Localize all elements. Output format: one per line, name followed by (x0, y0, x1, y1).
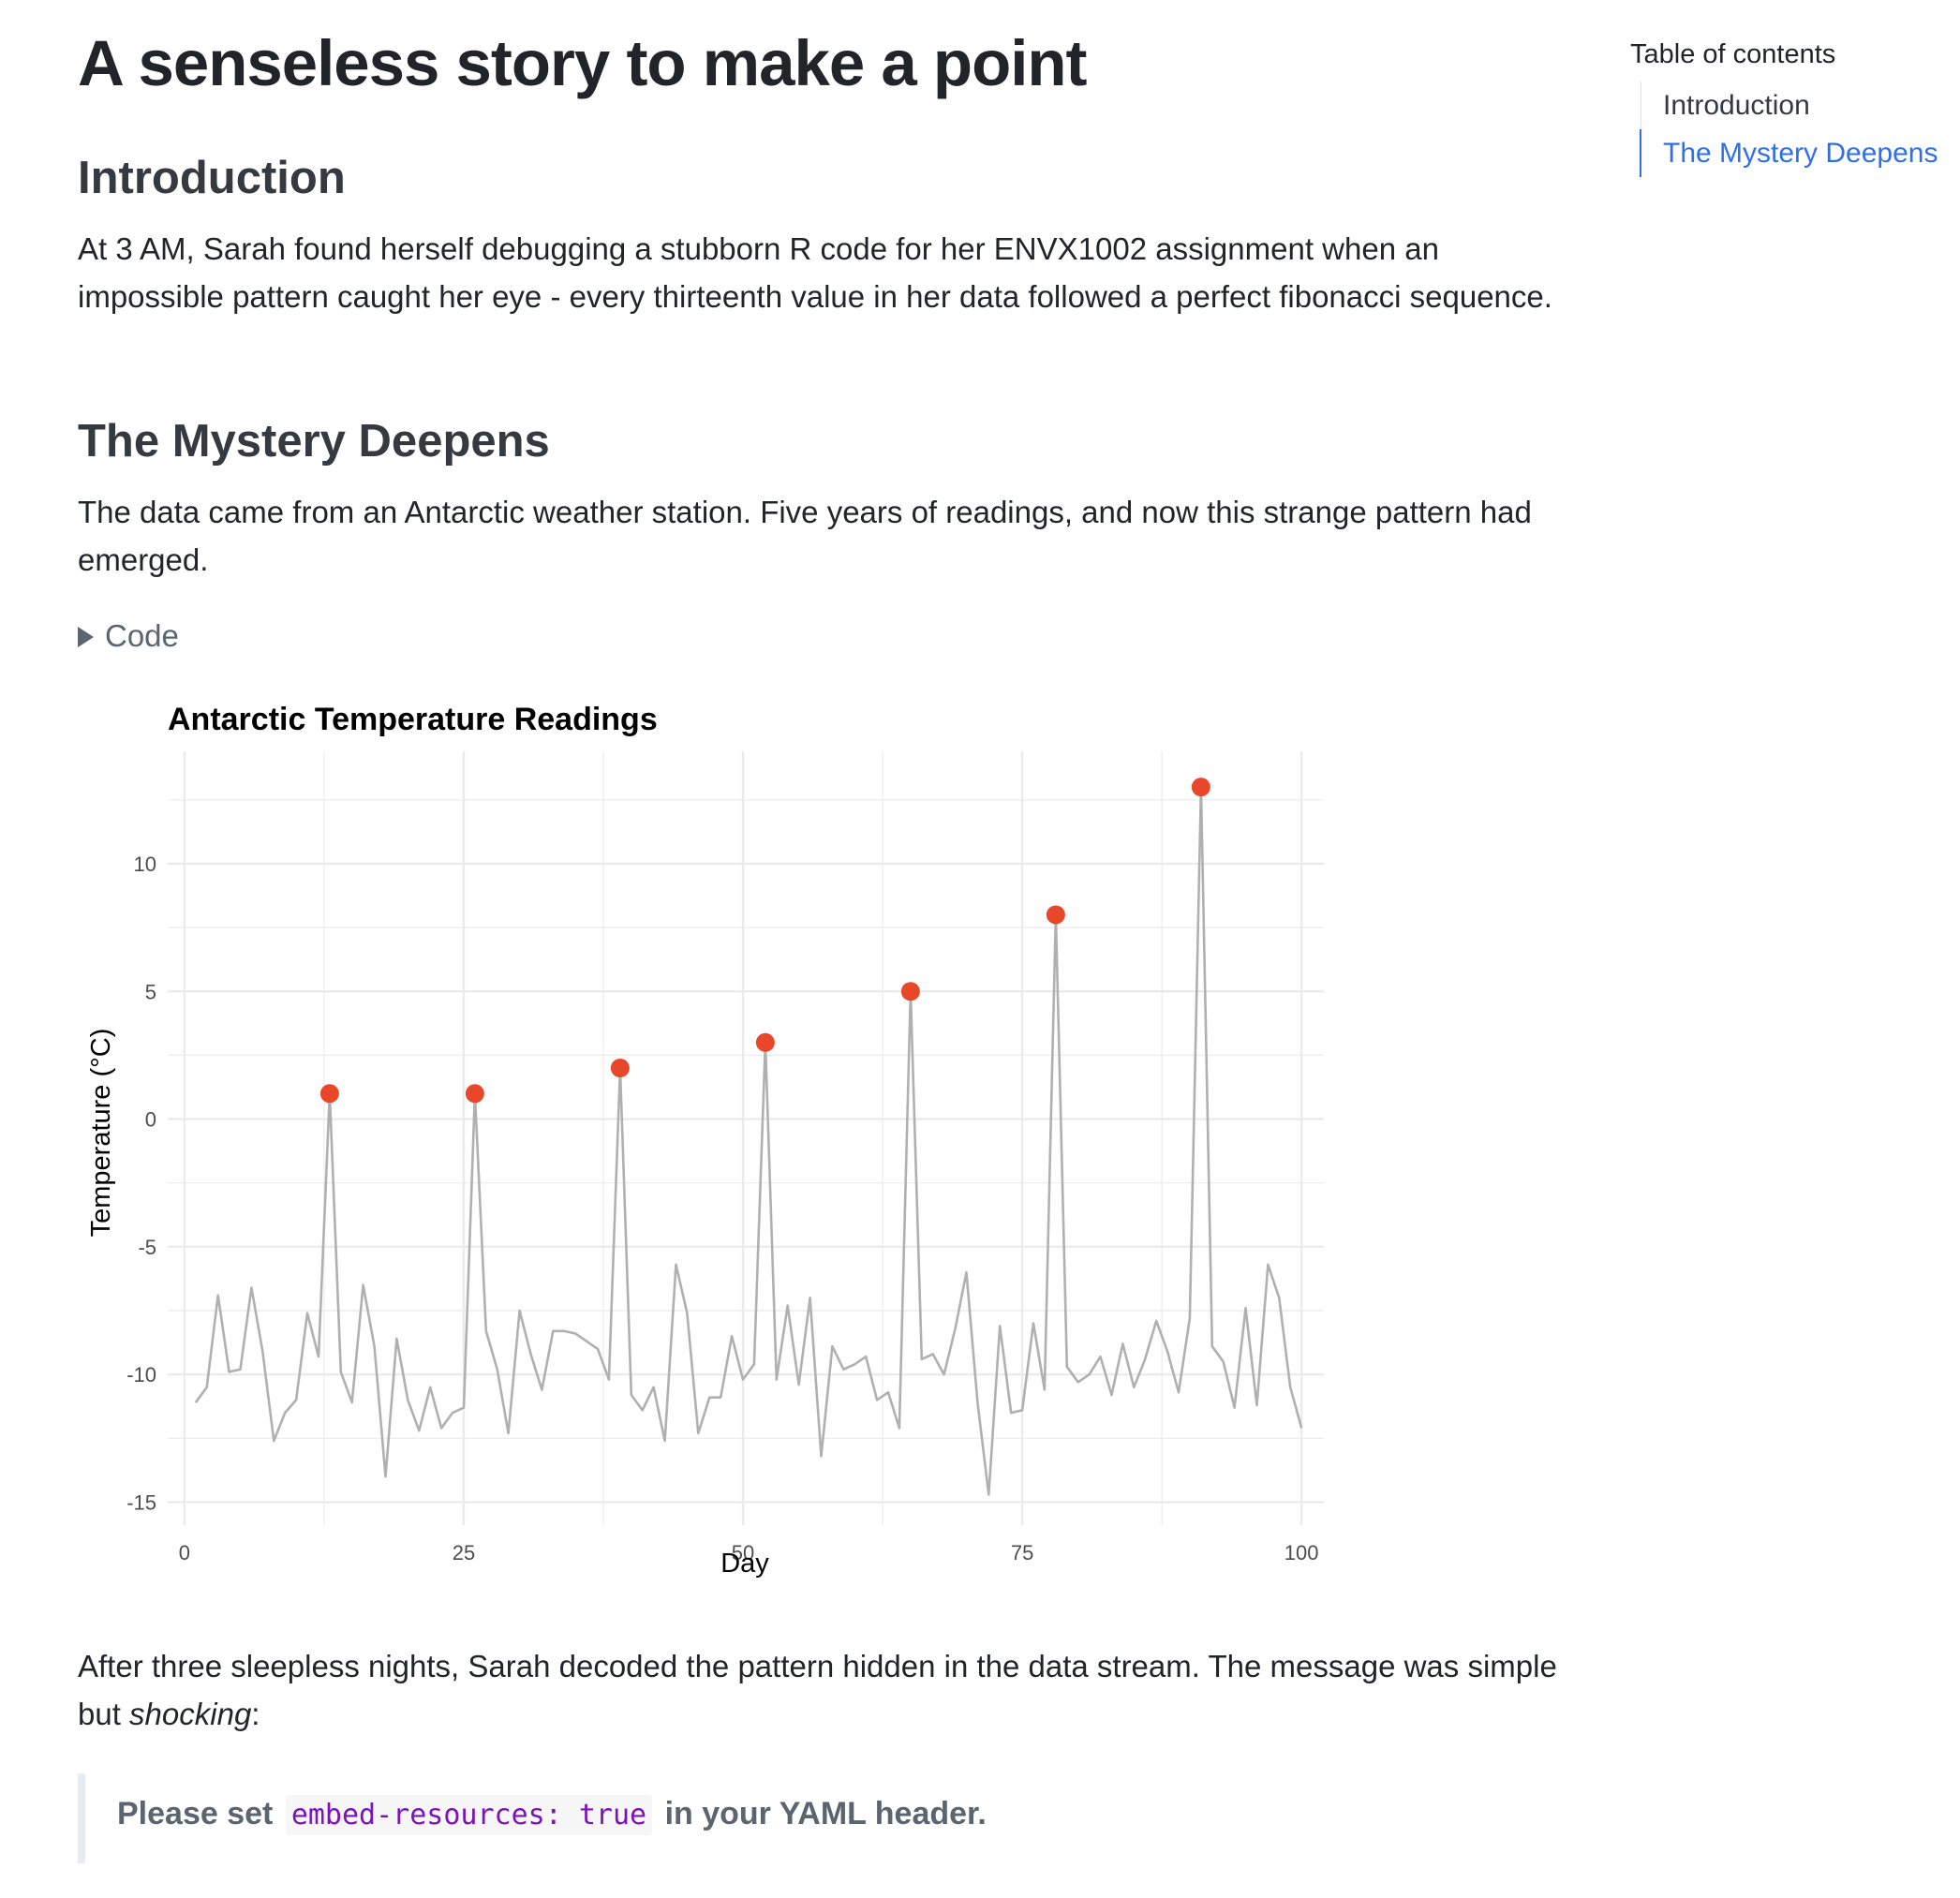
page-title: A senseless story to make a point (78, 27, 1088, 99)
blockquote-text-before: Please set (117, 1796, 274, 1831)
toc-list: Introduction The Mystery Deepens (1640, 82, 1951, 177)
triangle-right-icon (78, 627, 94, 647)
x-tick-label: 0 (179, 1541, 190, 1564)
chart-svg: 0 25 50 75 100 -15 -10 -5 0 5 10 Antarctic Tempera… (86, 702, 1324, 1579)
toc-link-mystery-deepens[interactable]: The Mystery Deepens (1640, 129, 1951, 177)
y-tick-label: -15 (126, 1490, 156, 1514)
mystery-paragraph: The data came from an Antarctic weather … (78, 495, 1532, 577)
y-tick-label: 10 (134, 853, 156, 876)
highlight-point (1191, 778, 1210, 797)
blockquote-text: Please set embed-resources: true in your… (117, 1795, 987, 1835)
x-tick-label: 75 (1011, 1541, 1033, 1564)
chart-title: Antarctic Temperature Readings (168, 702, 658, 737)
after-chart-paragraph: After three sleepless nights, Sarah deco… (78, 1642, 1558, 1738)
highlight-point (319, 1084, 339, 1104)
x-tick-label: 50 (732, 1541, 754, 1564)
section-heading-introduction: Introduction (78, 153, 346, 203)
x-axis-label: Day (720, 1549, 769, 1579)
code-toggle-label: Code (105, 618, 179, 653)
y-tick-label: 5 (145, 980, 156, 1003)
temperature-series-line (194, 785, 1303, 1496)
highlight-point (465, 1084, 484, 1104)
toc-link-introduction[interactable]: Introduction (1663, 90, 1810, 121)
y-tick-label: -5 (138, 1236, 156, 1259)
toc-title: Table of contents (1630, 39, 1836, 69)
temperature-chart: 0 25 50 75 100 -15 -10 -5 0 5 10 Antarctic Tempera… (78, 693, 1352, 1593)
highlight-point (1046, 905, 1065, 925)
section-heading-mystery: The Mystery Deepens (78, 416, 550, 467)
x-tick-label: 25 (453, 1541, 475, 1564)
introduction-paragraph: At 3 AM, Sarah found herself debugging a… (78, 231, 1552, 314)
emphasis-text: shocking (129, 1697, 252, 1731)
after-chart-text: After three sleepless nights, Sarah deco… (78, 1649, 1557, 1731)
blockquote: Please set embed-resources: true in your… (78, 1773, 1397, 1863)
highlight-point (900, 982, 920, 1001)
code-fold-toggle[interactable]: Code (78, 618, 179, 654)
after-chart-colon: : (251, 1697, 260, 1731)
y-axis-label: Temperature (°C) (86, 1029, 116, 1238)
x-tick-label: 100 (1284, 1541, 1319, 1564)
highlight-point (610, 1059, 630, 1078)
y-tick-label: -10 (126, 1363, 156, 1386)
table-of-contents: Table of contents Introduction The Myste… (1630, 39, 1949, 177)
blockquote-text-after: in your YAML header. (664, 1796, 987, 1831)
inline-code: embed-resources: true (285, 1795, 653, 1835)
y-tick-label: 0 (145, 1108, 156, 1132)
highlight-point (755, 1032, 775, 1052)
